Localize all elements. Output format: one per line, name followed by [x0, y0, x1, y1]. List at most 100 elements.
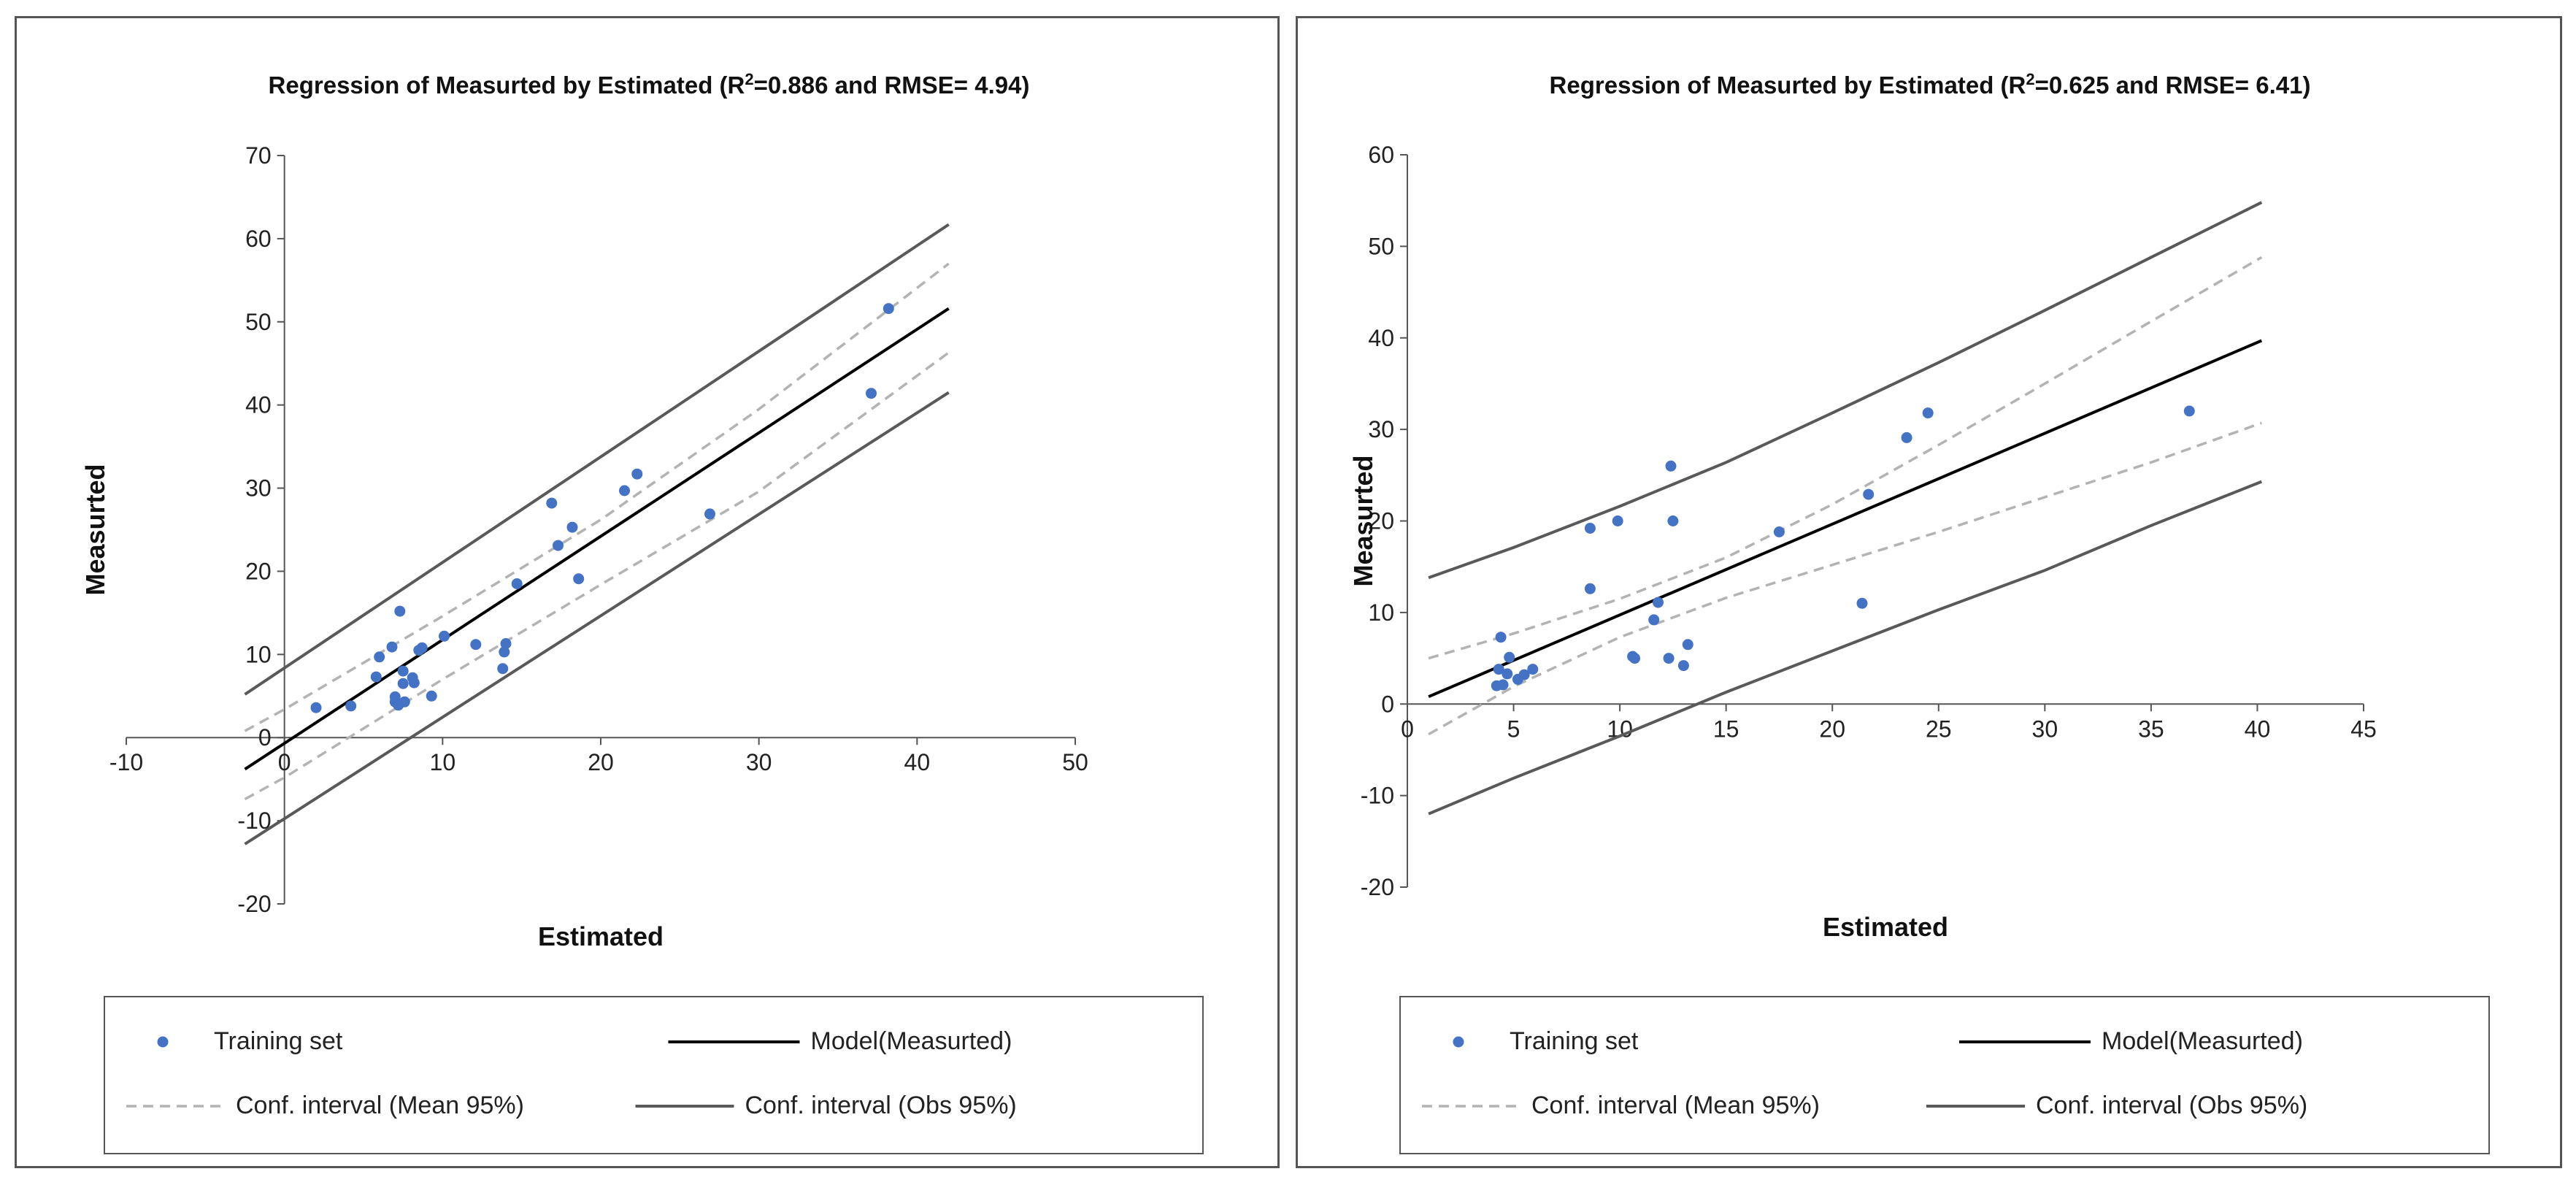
chart-panel-right: Regression of Measurted by Estimated (R2… [1296, 16, 2562, 1168]
chart-title: Regression of Measurted by Estimated (R2… [269, 70, 1030, 99]
training-point [2183, 405, 2195, 417]
x-axis-label: Estimated [1823, 912, 1948, 942]
y-tick-label: 0 [258, 724, 272, 751]
training-point [1612, 515, 1623, 526]
x-tick-label: 20 [1819, 716, 1845, 742]
training-point [1663, 653, 1675, 664]
x-tick-label: 30 [746, 749, 772, 775]
training-point [1773, 526, 1785, 537]
x-tick-label: 15 [1713, 716, 1739, 742]
x-axis-label: Estimated [538, 921, 664, 951]
x-tick-label: 5 [1507, 716, 1520, 742]
training-point [546, 497, 558, 509]
legend-mean-ci-label: Conf. interval (Mean 95%) [1531, 1092, 1820, 1119]
training-point [1495, 632, 1507, 643]
model-line [1428, 339, 2263, 699]
y-tick-label: 20 [1368, 508, 1394, 534]
training-point [1863, 488, 1875, 500]
x-tick-label: 0 [1401, 716, 1414, 742]
legend: Training set Model(Measurted) Conf. interv… [1399, 996, 2490, 1154]
training-point [573, 573, 585, 585]
training-point [1584, 523, 1596, 534]
y-tick-label: -10 [1361, 783, 1394, 809]
y-tick-label: -20 [237, 891, 271, 917]
training-point [394, 605, 406, 617]
training-point [1584, 583, 1596, 594]
y-tick-label: 40 [1368, 325, 1394, 351]
y-tick-label: 10 [245, 641, 272, 667]
regression-chart-left: Regression of Measurted by Estimated (R2… [80, 70, 1204, 1154]
y-axis-label: Measurted [1348, 455, 1378, 586]
training-point [374, 651, 385, 663]
chart-title-main: Regression of Measurted by Estimated (R [1550, 72, 2026, 99]
training-point [1665, 460, 1677, 472]
training-point [500, 638, 512, 649]
chart-title-end: =0.886 and RMSE= 4.94) [754, 72, 1030, 99]
training-point [310, 702, 322, 713]
y-tick-label: -20 [1361, 874, 1394, 900]
obs-ci-lower-line [244, 391, 950, 845]
training-point [1648, 614, 1660, 626]
training-point [1901, 432, 1912, 443]
mean-ci-upper-line [244, 262, 950, 732]
legend-points-label: Training set [214, 1027, 343, 1055]
training-point [386, 641, 398, 653]
training-point [416, 642, 428, 653]
legend-box [1399, 996, 2490, 1154]
y-tick-label: 50 [245, 309, 272, 335]
training-point [883, 303, 894, 315]
training-point [439, 630, 450, 642]
x-tick-label: 10 [430, 749, 456, 775]
training-point [511, 578, 523, 589]
training-point [397, 678, 409, 689]
y-tick-label: 10 [1368, 599, 1394, 626]
legend-model-label: Model(Measurted) [2102, 1027, 2303, 1055]
y-tick-label: 20 [245, 558, 272, 584]
training-point [866, 388, 877, 399]
legend-points-label: Training set [1510, 1027, 1639, 1055]
regression-chart-right: Regression of Measurted by Estimated (R2… [1348, 70, 2490, 1154]
x-tick-label: 45 [2350, 716, 2377, 742]
training-point [408, 677, 420, 689]
legend-mean-ci-label: Conf. interval (Mean 95%) [236, 1092, 524, 1119]
training-point [1677, 660, 1689, 672]
training-point [704, 508, 715, 520]
legend-points-marker [157, 1036, 169, 1048]
y-tick-label: 70 [245, 142, 272, 169]
mean-ci-upper-line [1428, 256, 2263, 660]
chart-panel-left: Regression of Measurted by Estimated (R2… [15, 16, 1280, 1168]
training-point [389, 691, 401, 702]
x-tick-label: -10 [109, 749, 143, 775]
training-point [1629, 653, 1640, 664]
training-point [1518, 669, 1530, 680]
mean-ci-lower-line [244, 351, 950, 801]
training-point [631, 468, 643, 480]
training-point [1922, 407, 1934, 419]
obs-ci-upper-line [1428, 201, 2263, 580]
x-tick-label: 40 [2245, 716, 2271, 742]
legend-box [104, 996, 1204, 1154]
obs-ci-upper-line [244, 223, 950, 696]
legend-model-label: Model(Measurted) [811, 1027, 1012, 1055]
legend-obs-ci-label: Conf. interval (Obs 95%) [2036, 1092, 2307, 1119]
training-point [499, 646, 510, 658]
training-point [1667, 515, 1679, 526]
y-tick-label: 60 [1368, 142, 1394, 168]
x-tick-label: 35 [2138, 716, 2164, 742]
training-point [1682, 639, 1693, 651]
training-point [1527, 664, 1539, 675]
y-tick-label: 40 [245, 392, 272, 418]
x-tick-label: 25 [1926, 716, 1952, 742]
training-point [1497, 679, 1509, 691]
x-tick-label: 0 [278, 749, 291, 775]
training-point [1653, 597, 1664, 608]
legend-obs-ci-label: Conf. interval (Obs 95%) [745, 1092, 1017, 1119]
training-point [566, 521, 578, 533]
chart-title-sup: 2 [2026, 70, 2034, 88]
training-point [1502, 668, 1513, 680]
x-tick-label: 50 [1062, 749, 1088, 775]
legend: Training set Model(Measurted) Conf. interv… [104, 996, 1204, 1154]
x-tick-label: 20 [588, 749, 614, 775]
obs-ci-lower-line [1428, 480, 2263, 816]
training-point [497, 663, 509, 675]
